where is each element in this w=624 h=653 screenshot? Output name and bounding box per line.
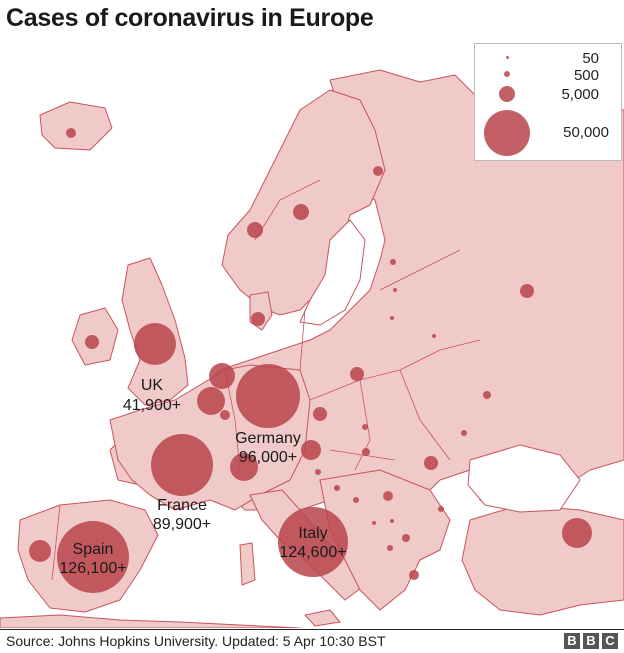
border-line	[354, 379, 371, 471]
bubble-luxembourg	[220, 410, 230, 420]
bubble-estonia	[390, 259, 396, 265]
legend-label-50000: 50,000	[563, 124, 609, 141]
bbc-logo-letter: C	[602, 633, 618, 649]
legend-dot-50	[506, 56, 509, 59]
map-svg: UK 41,900+ Germany 96,000+ France 89,900…	[0, 69, 624, 628]
border-line	[399, 369, 451, 461]
bubble-hungary	[362, 448, 370, 456]
bubble-belarus	[432, 334, 436, 338]
bubble-moldova	[461, 430, 467, 436]
bubble-netherlands	[209, 363, 235, 389]
bubble-kosovo	[390, 519, 394, 523]
border-line	[329, 449, 396, 461]
sardinia	[239, 542, 256, 586]
bubble-finland	[373, 166, 383, 176]
spain-label: Spain	[73, 541, 114, 558]
scandinavia	[221, 89, 386, 316]
bubble-denmark	[251, 312, 265, 326]
border-line	[254, 179, 321, 241]
bubble-bosnia	[353, 497, 359, 503]
bubble-spain	[57, 521, 129, 593]
bubble-ireland	[85, 335, 99, 349]
bbc-logo: B B C	[564, 633, 618, 649]
italy-label: Italy	[298, 525, 327, 542]
legend-dot-5000	[499, 86, 515, 102]
legend-item-50000: 50,000	[475, 108, 621, 158]
bubble-slovenia	[315, 469, 321, 475]
france-value: 89,900+	[153, 516, 211, 533]
bbc-logo-letter: B	[583, 633, 599, 649]
germany-value: 96,000+	[239, 449, 297, 466]
france-label: France	[157, 497, 207, 514]
bubble-germany	[236, 364, 300, 428]
bubble-bulgaria	[438, 506, 444, 512]
legend-dot-500	[504, 71, 510, 77]
bubble-turkey	[562, 518, 592, 548]
bubble-czech	[313, 407, 327, 421]
bubble-france	[151, 434, 213, 496]
footer-divider	[0, 629, 624, 630]
spain-value: 126,100+	[59, 560, 126, 577]
border-line	[149, 494, 176, 511]
uk-value: 41,900+	[123, 397, 181, 414]
bubble-russia	[520, 284, 534, 298]
bubble-austria	[301, 440, 321, 460]
italy-value: 124,600+	[279, 544, 346, 561]
iceland	[39, 101, 113, 151]
bubble-croatia	[334, 485, 340, 491]
chart-title: Cases of coronavirus in Europe	[6, 4, 374, 32]
bubble-greece	[409, 570, 419, 580]
bubble-slovakia	[362, 424, 368, 430]
border-line	[51, 504, 61, 581]
bubble-italy	[278, 507, 348, 577]
border-line	[299, 309, 306, 371]
bubble-lithuania	[390, 316, 394, 320]
legend-dot-50000	[484, 110, 530, 156]
bubble-sweden	[293, 204, 309, 220]
bubble-latvia	[393, 288, 397, 292]
bubble-iceland	[66, 128, 76, 138]
turkey	[461, 504, 624, 616]
black-sea	[467, 444, 581, 513]
bubble-albania	[387, 545, 393, 551]
sicily	[304, 609, 341, 627]
bubble-serbia	[383, 491, 393, 501]
bbc-logo-letter: B	[564, 633, 580, 649]
source-note: Source: Johns Hopkins University. Update…	[6, 633, 386, 649]
border-line	[379, 249, 461, 291]
bubble-portugal	[29, 540, 51, 562]
europe-map: UK 41,900+ Germany 96,000+ France 89,900…	[0, 40, 624, 628]
legend-label-5000: 5,000	[561, 86, 599, 103]
uk-label: UK	[141, 377, 164, 394]
bubbles-layer	[29, 128, 592, 593]
north-africa	[0, 614, 301, 628]
legend-item-50: 50	[475, 50, 621, 67]
germany-label: Germany	[235, 430, 301, 447]
country-labels: UK 41,900+ Germany 96,000+ France 89,900…	[59, 377, 346, 577]
bubble-romania	[424, 456, 438, 470]
legend-item-5000: 5,000	[475, 84, 621, 104]
legend-label-500: 500	[573, 67, 599, 84]
bubble-poland	[350, 367, 364, 381]
bubble-ukraine	[483, 391, 491, 399]
bubble-norway	[247, 222, 263, 238]
legend-label-50: 50	[582, 50, 599, 67]
bubble-north-macedonia	[402, 534, 410, 542]
bubble-belgium	[197, 387, 225, 415]
baltic-sea	[299, 219, 366, 326]
bubble-switzerland	[230, 453, 258, 481]
bubble-montenegro	[372, 521, 376, 525]
bubble-size-legend: 50 500 5,000 50,000	[474, 43, 622, 161]
bubble-uk	[134, 323, 176, 365]
legend-item-500: 500	[475, 66, 621, 84]
borders-layer	[51, 179, 481, 581]
